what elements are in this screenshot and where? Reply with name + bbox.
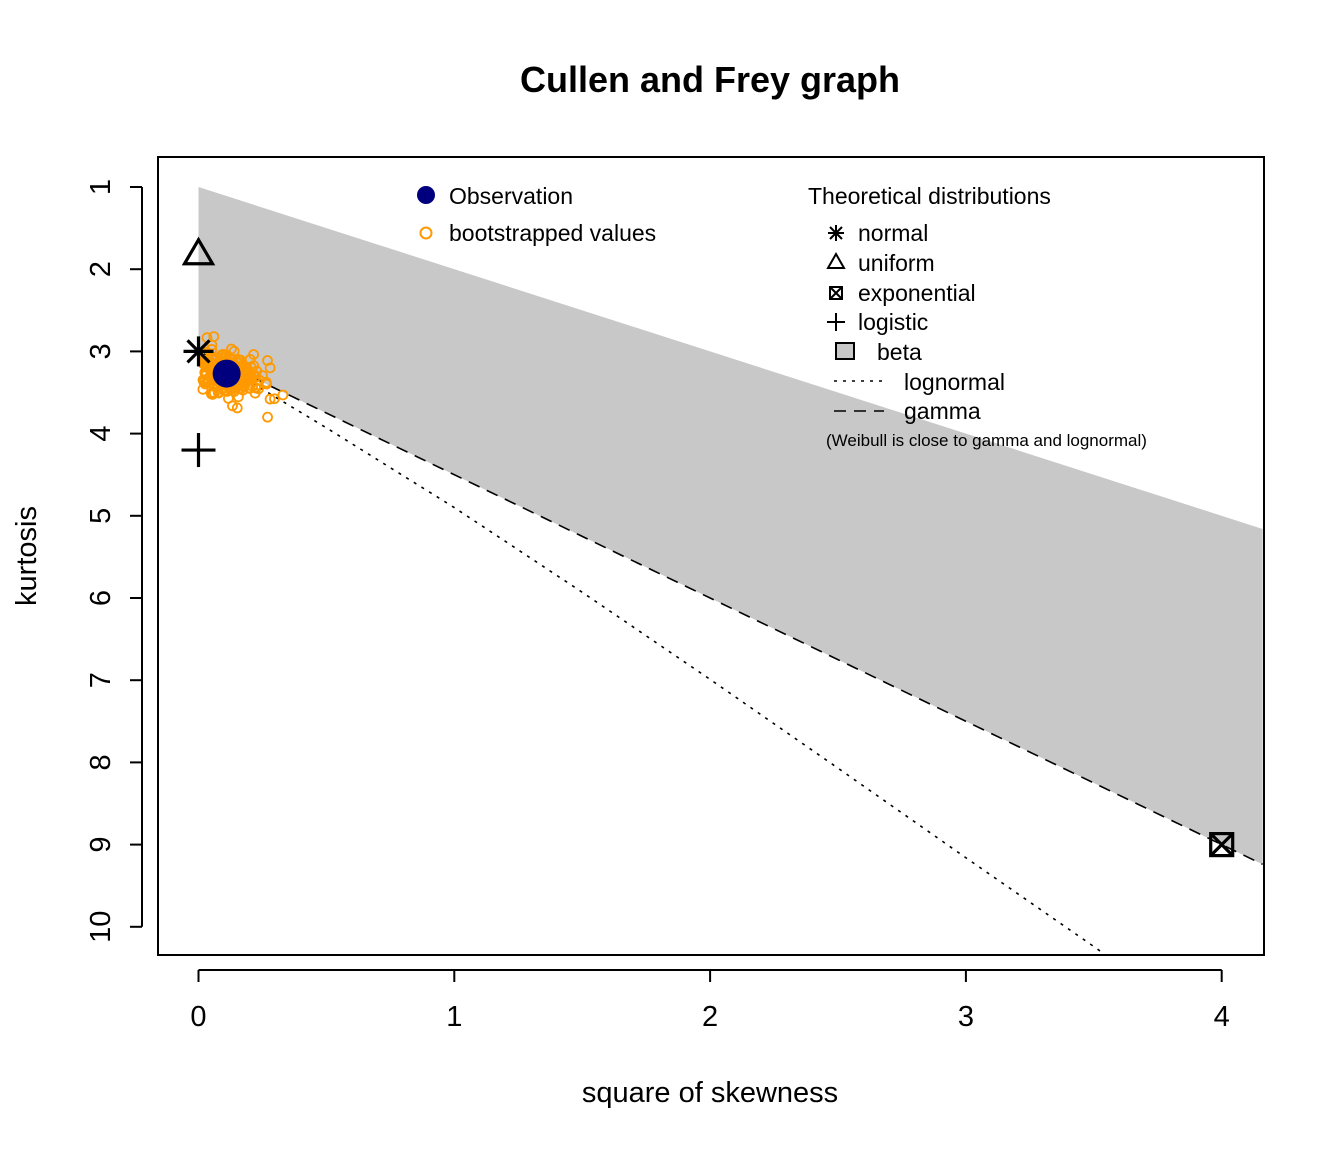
legend-observation-marker	[417, 186, 435, 204]
y-tick-label: 5	[85, 508, 117, 524]
x-tick-label: 4	[1214, 1001, 1230, 1033]
legend-logistic-marker	[827, 313, 845, 331]
legend-weibull-note: (Weibull is close to gamma and lognormal…	[826, 431, 1147, 450]
bootstrap-point	[262, 411, 273, 423]
bootstrap-point	[264, 362, 276, 374]
bootstrap-point	[206, 344, 218, 355]
legend-observation-label: Observation	[449, 183, 573, 209]
y-tick-label: 1	[85, 179, 117, 195]
y-axis: 1 2 3 4 5 6 7 8 9 10	[85, 179, 143, 943]
theoretical-points	[181, 236, 1235, 858]
legend-exponential-label: exponential	[858, 280, 976, 306]
legend-beta-marker	[835, 342, 855, 360]
legend-uniform-label: uniform	[858, 250, 935, 276]
bootstrap-point	[248, 360, 260, 372]
beta-region	[198, 187, 1263, 865]
bootstrap-point	[197, 383, 209, 395]
normal-point	[183, 336, 214, 367]
y-tick-label: 2	[85, 261, 117, 277]
legend-theoretical: Theoretical distributions normal uniform…	[808, 183, 1147, 450]
bootstrap-point	[269, 393, 280, 405]
observation-point	[212, 359, 241, 388]
bootstrap-point	[261, 378, 272, 390]
bootstrap-point	[198, 376, 210, 388]
uniform-point	[181, 236, 216, 266]
legend-exponential-marker	[829, 286, 843, 300]
bootstrap-point	[242, 373, 253, 385]
legend-beta-label: beta	[877, 339, 922, 365]
x-tick-label: 0	[190, 1001, 206, 1033]
chart-title: Cullen and Frey graph	[520, 59, 900, 100]
bootstrap-point	[226, 343, 237, 355]
bootstrap-point	[208, 387, 220, 399]
legend-theoretical-heading: Theoretical distributions	[808, 183, 1051, 209]
y-tick-label: 6	[85, 590, 117, 606]
bootstrap-point	[231, 402, 243, 414]
bootstrap-point	[222, 393, 234, 404]
plot-frame	[157, 156, 1265, 956]
legend-normal-label: normal	[858, 220, 928, 246]
y-tick-label: 9	[85, 837, 117, 853]
bootstrap-point	[277, 389, 289, 401]
legend-observed: Observation bootstrapped values	[417, 183, 656, 246]
y-tick-label: 7	[85, 672, 117, 688]
bootstrap-point	[264, 393, 276, 405]
y-tick-label: 3	[85, 343, 117, 359]
y-tick-label: 4	[85, 426, 117, 442]
bootstrap-point	[208, 331, 220, 343]
legend-bootstrap-label: bootstrapped values	[449, 220, 656, 246]
legend-lognormal-label: lognormal	[904, 369, 1005, 395]
x-tick-label: 1	[446, 1001, 462, 1033]
x-axis-label: square of skewness	[582, 1077, 838, 1109]
legend-normal-marker	[828, 225, 844, 241]
bootstrap-point	[237, 381, 249, 393]
logistic-point	[181, 433, 216, 468]
legend-gamma-label: gamma	[904, 398, 981, 424]
legend-logistic-label: logistic	[858, 309, 928, 335]
bootstrap-point	[203, 374, 215, 386]
x-tick-label: 3	[958, 1001, 974, 1033]
y-axis-label: kurtosis	[11, 506, 43, 606]
bootstrap-point	[253, 383, 264, 395]
bootstrap-point	[206, 358, 217, 370]
x-axis: 0 1 2 3 4	[190, 969, 1230, 1033]
exponential-point	[1209, 831, 1235, 858]
legend-bootstrap-marker	[419, 226, 433, 240]
y-tick-label: 8	[85, 754, 117, 770]
bootstrap-point	[251, 365, 263, 377]
legend-uniform-marker	[826, 251, 846, 269]
plot-area	[181, 187, 1263, 955]
x-tick-label: 2	[702, 1001, 718, 1033]
y-tick-label: 10	[85, 911, 117, 943]
gamma-line	[198, 350, 1263, 866]
